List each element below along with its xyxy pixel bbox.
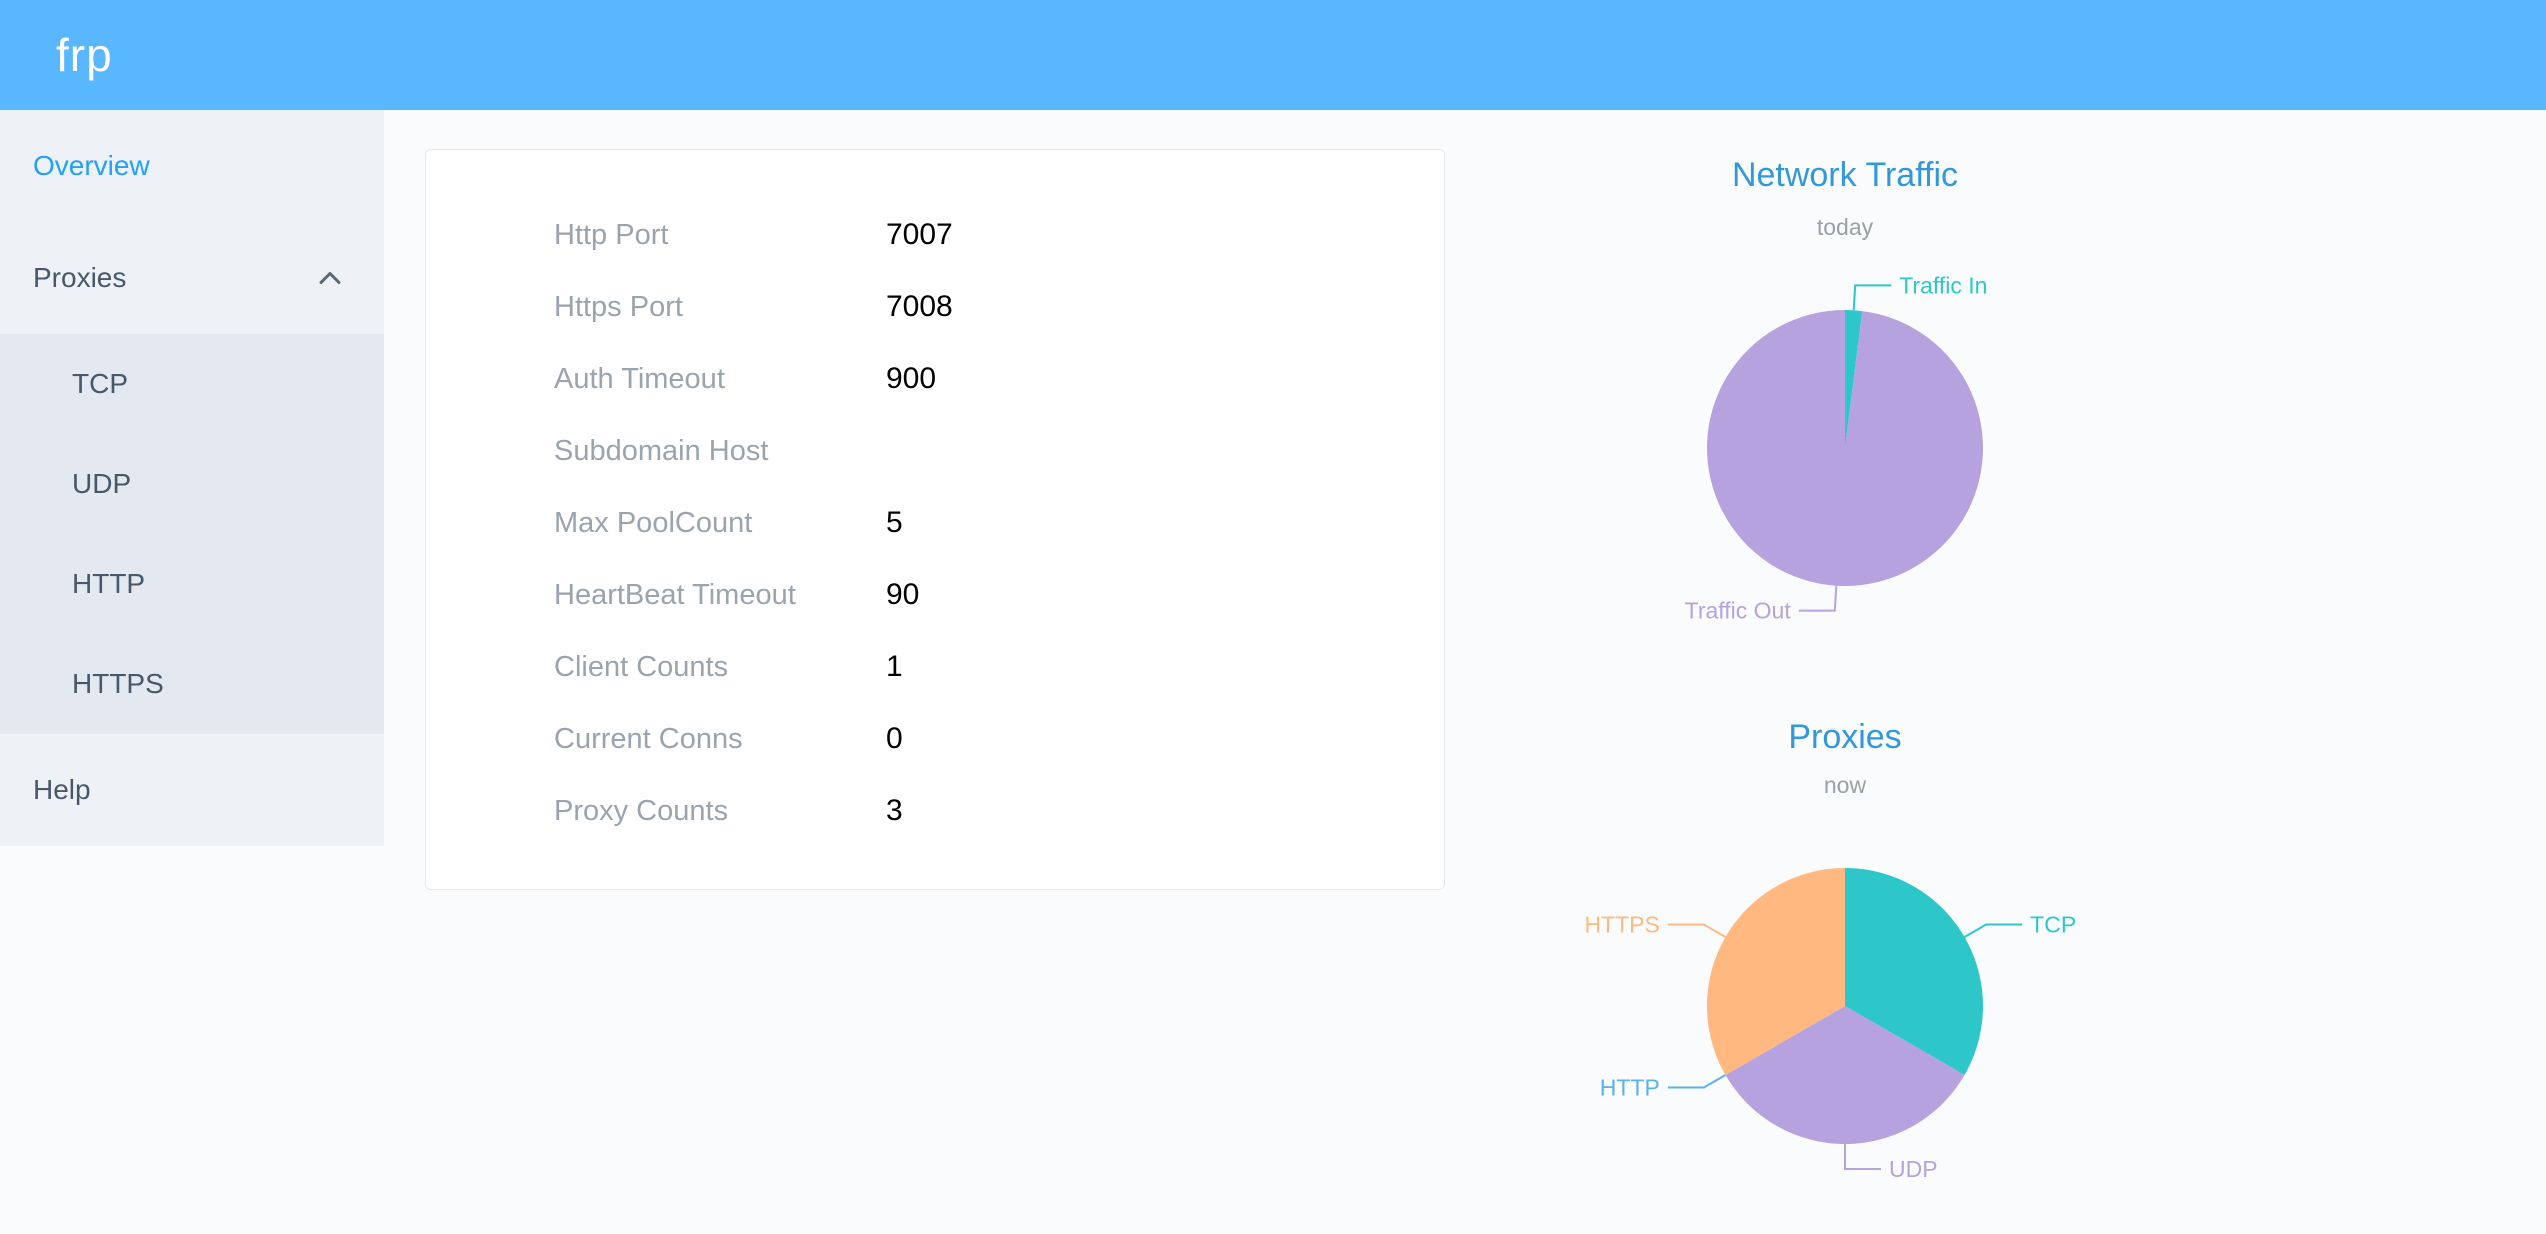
sidebar-item-udp[interactable]: UDP — [0, 434, 384, 534]
pie-slice-traffic-in — [1845, 310, 1863, 448]
proxies-submenu: TCP UDP HTTP HTTPS — [0, 334, 384, 734]
sidebar-item-label: UDP — [72, 468, 132, 499]
sidebar-item-help[interactable]: Help — [0, 734, 384, 846]
info-value: 3 — [886, 794, 903, 827]
label-line-udp — [1844, 1144, 1881, 1170]
info-row: Subdomain Host — [426, 415, 1444, 487]
info-row: Auth Timeout 900 — [426, 343, 1444, 415]
network-traffic-chart-title: Network Traffic — [1731, 156, 1959, 194]
info-value: 900 — [886, 362, 937, 395]
info-row: Https Port 7008 — [426, 271, 1444, 343]
info-row: Current Conns 0 — [426, 703, 1444, 775]
sidebar-item-proxies[interactable]: Proxies — [0, 222, 384, 334]
info-value: 1 — [886, 650, 903, 683]
info-row: Max PoolCount 5 — [426, 487, 1444, 559]
label-line-traffic-out — [1798, 585, 1838, 612]
label-line-http — [1667, 1074, 1726, 1089]
label-line-tcp — [1964, 923, 2023, 938]
sidebar-item-https[interactable]: HTTPS — [0, 634, 384, 734]
info-row: HeartBeat Timeout 90 — [426, 559, 1444, 631]
pie-slice-traffic-out — [1707, 310, 1983, 586]
slice-label-tcp: TCP — [2030, 912, 2076, 938]
sidebar-item-http[interactable]: HTTP — [0, 534, 384, 634]
sidebar-item-overview[interactable]: Overview — [0, 110, 384, 222]
sidebar-item-label: Overview — [33, 150, 150, 181]
info-value: 90 — [886, 578, 920, 611]
info-value: 5 — [886, 506, 903, 539]
info-label: HeartBeat Timeout — [554, 578, 796, 611]
network-traffic-chart-subtitle: today — [1816, 214, 1874, 240]
info-row: Proxy Counts 3 — [426, 775, 1444, 847]
slice-label-http: HTTP — [1600, 1075, 1660, 1101]
info-label: Current Conns — [554, 722, 743, 755]
proxies-chart-title: Proxies — [1788, 718, 1902, 756]
app-header: frp — [0, 0, 2546, 110]
info-label: Https Port — [554, 290, 683, 323]
info-label: Http Port — [554, 218, 669, 251]
info-value: 7007 — [886, 218, 953, 251]
slice-label-traffic-out: Traffic Out — [1685, 598, 1792, 624]
slice-label-traffic-in: Traffic In — [1899, 272, 1987, 298]
sidebar-item-label: Help — [33, 774, 91, 805]
info-row: Http Port 7007 — [426, 199, 1444, 271]
proxies-chart-subtitle: now — [1823, 772, 1867, 798]
sidebar-item-tcp[interactable]: TCP — [0, 334, 384, 434]
info-label: Proxy Counts — [554, 794, 729, 827]
pie-slice-udp — [1725, 1006, 1965, 1144]
sidebar-item-label: TCP — [72, 368, 128, 399]
chevron-up-icon — [318, 271, 342, 286]
info-label: Auth Timeout — [554, 362, 725, 395]
label-line-https — [1667, 923, 1726, 938]
app-logo: frp — [56, 29, 113, 81]
proxies-pie-chart: TCP UDP HTTP HTTPS — [1584, 868, 2076, 1182]
sidebar-item-label: HTTP — [72, 568, 146, 599]
slice-label-https: HTTPS — [1584, 912, 1659, 938]
label-line-traffic-in — [1852, 284, 1892, 311]
info-label: Client Counts — [554, 650, 729, 683]
sidebar: Overview Proxies TCP UDP HTTP HTTPS Help — [0, 110, 384, 846]
info-value: 0 — [886, 722, 903, 755]
pie-slice-tcp — [1845, 868, 1983, 1075]
pie-slice-https — [1707, 868, 1845, 1075]
server-info-card: Http Port 7007 Https Port 7008 Auth Time… — [425, 149, 1445, 890]
sidebar-item-label: HTTPS — [72, 668, 164, 699]
network-traffic-pie-chart: Traffic In Traffic Out — [1685, 272, 1988, 624]
info-row: Client Counts 1 — [426, 631, 1444, 703]
info-label: Subdomain Host — [554, 434, 769, 467]
info-label: Max PoolCount — [554, 506, 753, 539]
slice-label-udp: UDP — [1889, 1156, 1938, 1182]
info-value: 7008 — [886, 290, 953, 323]
sidebar-item-label: Proxies — [33, 262, 127, 293]
charts-panel: Network Traffic today Traffic In Traffic … — [1465, 130, 2225, 1210]
